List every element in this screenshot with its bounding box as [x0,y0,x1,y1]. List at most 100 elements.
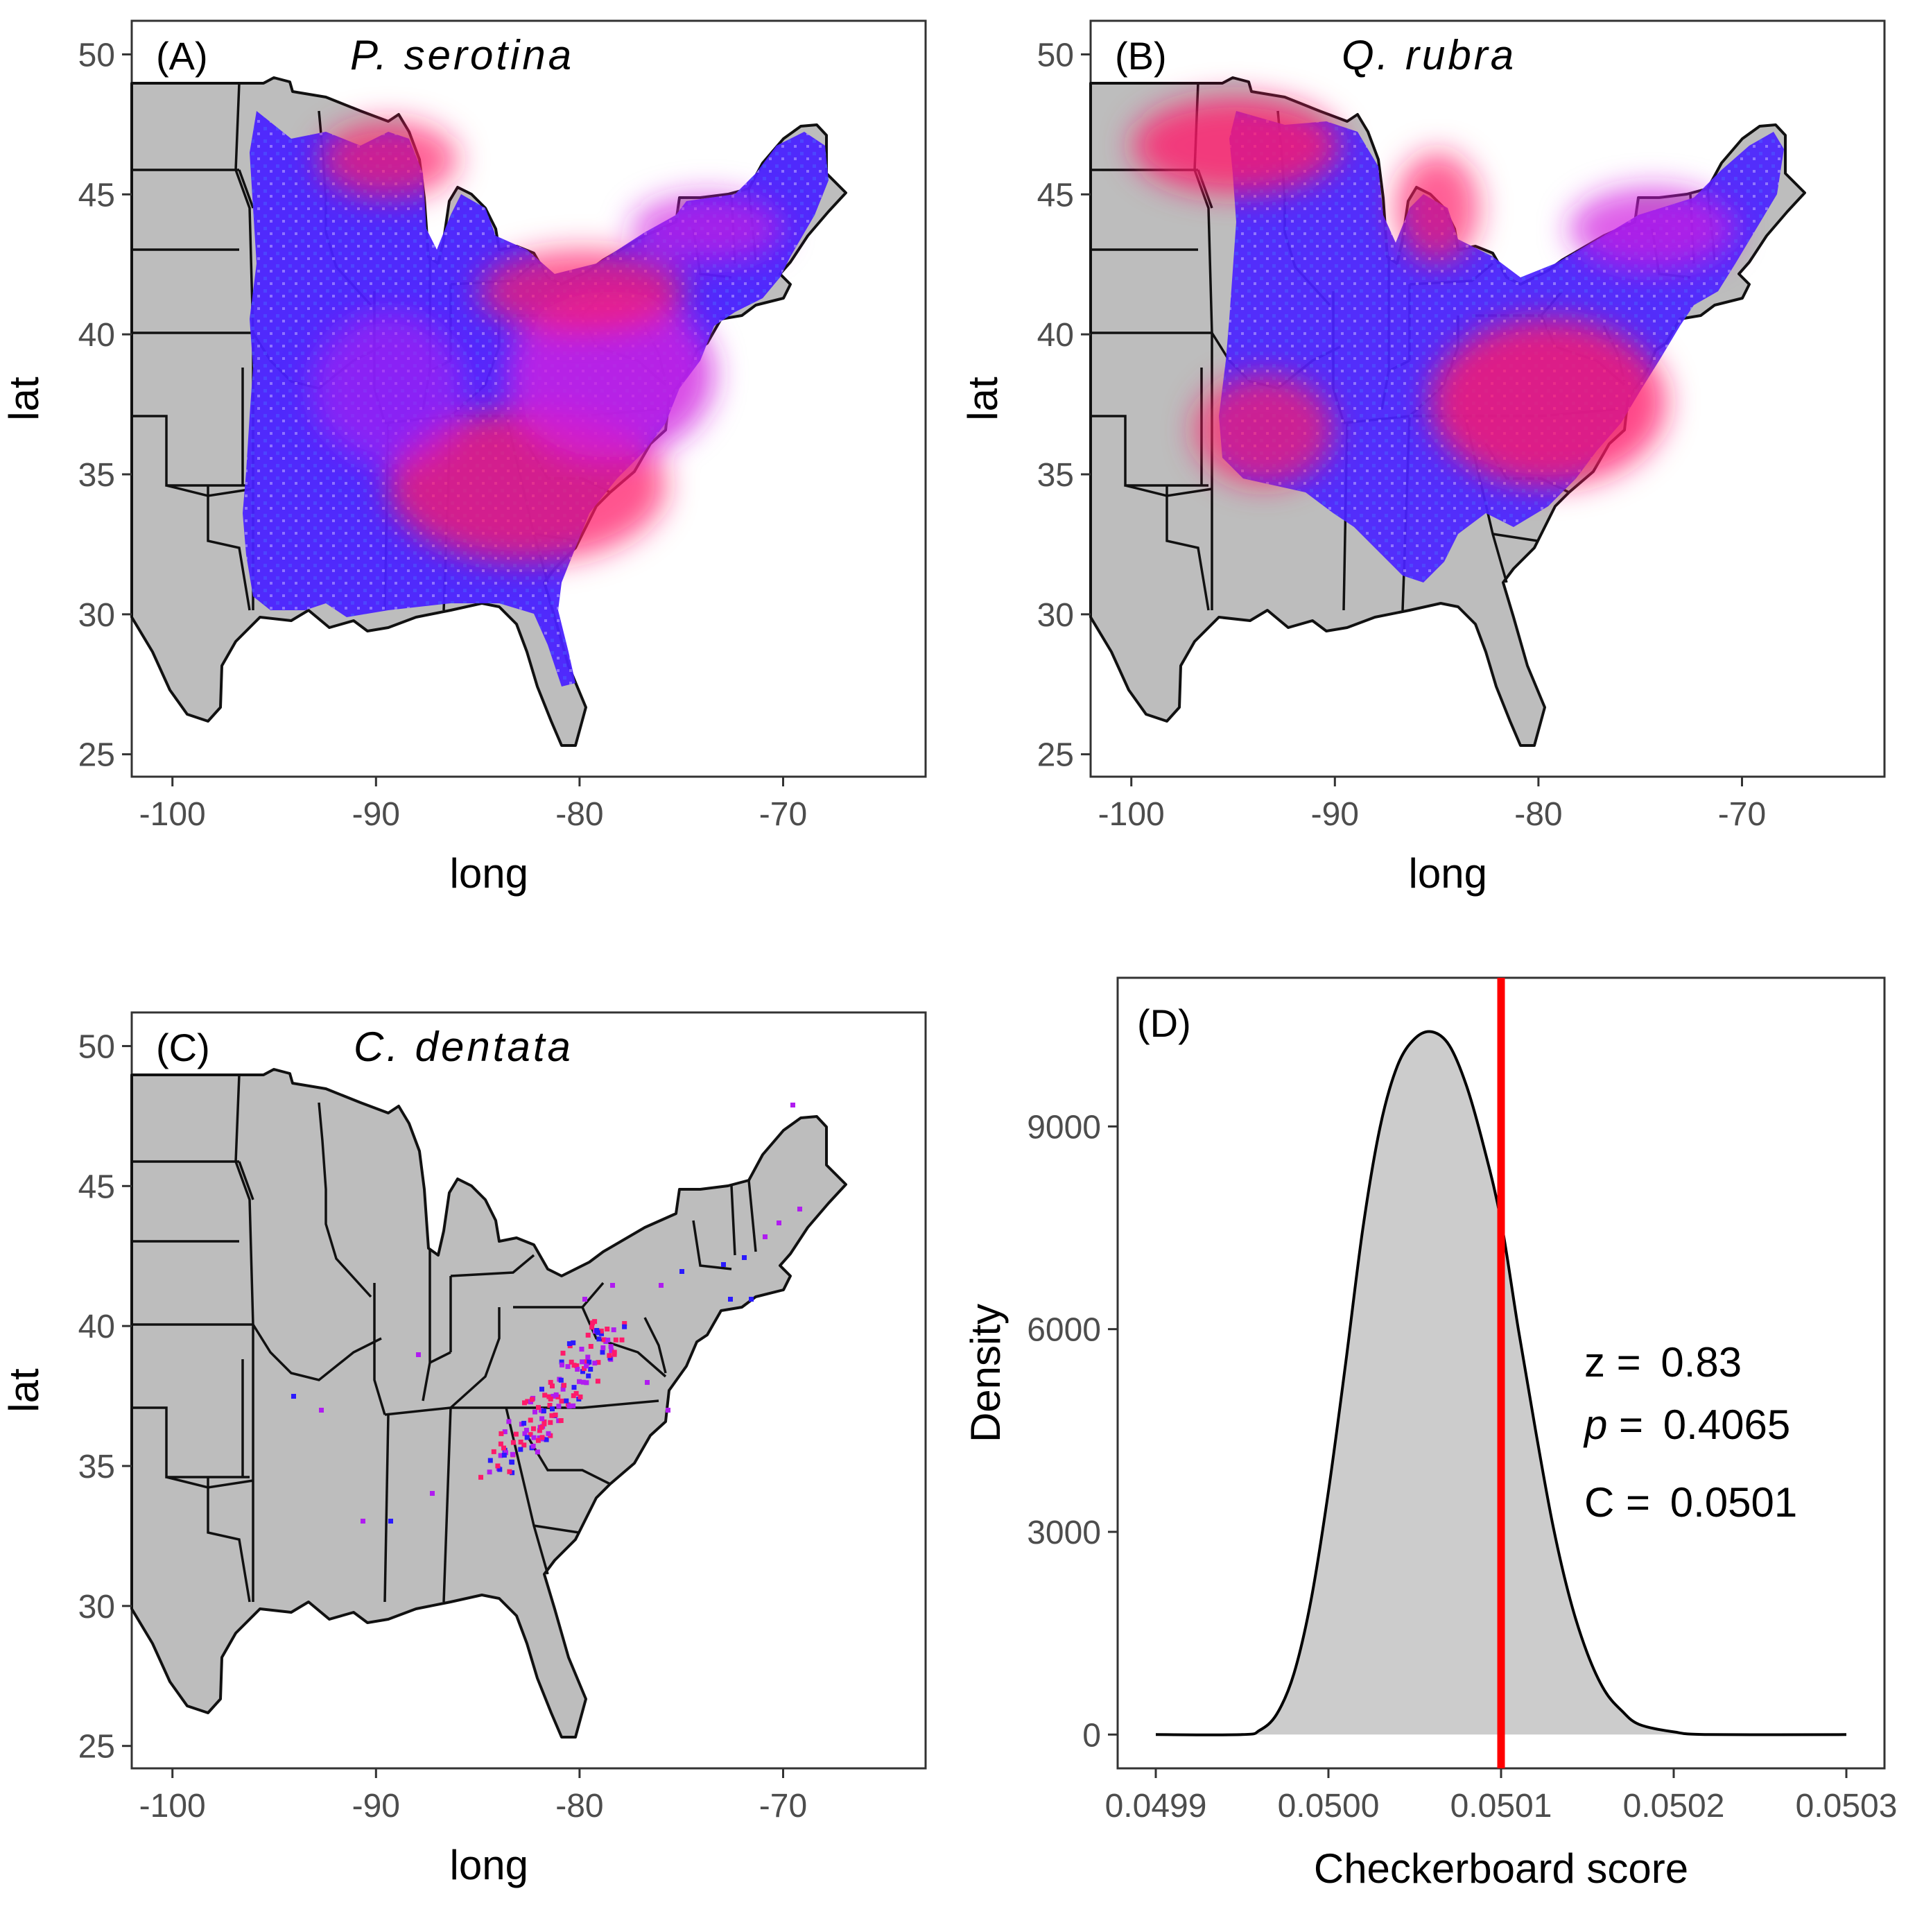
occurrence-point [721,1262,726,1267]
occurrence-point [539,1416,545,1422]
occurrence-point [605,1337,611,1343]
state-border [442,1407,452,1603]
occurrence-point [532,1409,537,1415]
occurrence-point [510,1451,515,1457]
panel-b-label: (B) [1115,34,1167,78]
panel-c-map [130,1068,847,1739]
map-panel-b: -100 -90 -80 -70 25 30 35 40 45 50 long lat (B) Q. … [960,19,1886,897]
occurrence-point [589,1325,595,1330]
y-tick-label: 45 [1037,177,1074,214]
x-axis-title: long [1409,850,1487,897]
occurrence-point [506,1419,512,1424]
y-tick-label: 40 [78,1309,115,1345]
occurrence-point [580,1379,586,1385]
occurrence-point [550,1406,555,1412]
occurrence-point [585,1354,591,1360]
occurrence-point [582,1366,587,1371]
occurrence-point [522,1431,528,1436]
occurrence-point [535,1449,540,1455]
occurrence-point [503,1450,508,1456]
panel-a-axes: -100 -90 -80 -70 25 30 35 40 45 50 long lat [1,37,807,897]
x-tick-label: -70 [1718,796,1766,833]
occurrence-point [536,1405,541,1411]
occurrence-point [607,1355,613,1361]
panel-a-hotspot-pa [478,250,686,333]
panel-c-occurrences [291,1103,802,1524]
occurrence-point [497,1467,503,1472]
occurrence-point [609,1348,614,1354]
occurrence-point [566,1404,572,1409]
panel-c-us-land [130,1068,847,1739]
y-axis-title: lat [1,377,47,421]
occurrence-point [507,1469,512,1474]
x-tick-label: 0.0502 [1623,1788,1725,1825]
panel-a-hotspots [312,121,783,562]
panel-c-label: (C) [156,1026,210,1069]
occurrence-point [560,1350,566,1356]
occurrence-point [790,1103,795,1107]
occurrence-point [501,1445,506,1451]
panel-c-species: C. dentata [354,1024,573,1070]
panel-b-hotspot-appalachian [1430,319,1666,485]
occurrence-point [539,1424,544,1430]
occurrence-point [580,1369,585,1374]
panel-b-hotspot-mi [1396,153,1479,264]
occurrence-point [560,1386,566,1392]
occurrence-point [541,1421,547,1426]
panel-b-hotspot-ne [1569,187,1735,270]
state-border [207,485,251,611]
x-tick-label: -80 [1514,796,1562,833]
occurrence-point [537,1435,542,1440]
occurrence-point [596,1360,601,1365]
occurrence-point [291,1394,296,1399]
occurrence-point [498,1441,503,1447]
state-border [581,1306,667,1378]
occurrence-point [586,1373,591,1379]
occurrence-point [551,1393,556,1399]
occurrence-point [797,1207,802,1211]
occurrence-point [645,1380,650,1385]
occurrence-point [542,1392,548,1398]
occurrence-point [518,1447,523,1452]
occurrence-point [574,1363,580,1368]
panel-b-axes: -100 -90 -80 -70 25 30 35 40 45 50 long lat [960,37,1766,897]
occurrence-point [491,1449,496,1454]
occurrence-point [622,1324,627,1329]
p-stat-eq: = [1607,1401,1654,1448]
state-border [238,1161,254,1200]
y-tick-label: 3000 [1027,1515,1101,1551]
occurrence-point [530,1443,536,1449]
occurrence-point [584,1359,589,1365]
occurrence-point [524,1435,530,1440]
occurrence-point [541,1408,546,1413]
occurrence-point [580,1359,585,1365]
x-tick-label: 0.0500 [1278,1788,1380,1825]
panel-a-hotspot-appalachian [506,291,714,458]
y-tick-label: 0 [1082,1717,1101,1754]
y-tick-label: 50 [1037,37,1074,74]
state-border [747,1180,757,1252]
y-tick-label: 9000 [1027,1109,1101,1146]
occurrence-point [388,1519,393,1524]
density-curve [1155,1030,1847,1736]
state-border [730,1185,736,1256]
occurrence-point [571,1403,576,1408]
state-border [373,1283,386,1415]
occurrence-point [548,1396,553,1401]
occurrence-point [749,1297,754,1302]
occurrence-point [487,1458,493,1463]
panel-c-axes: -100 -90 -80 -70 25 30 35 40 45 50 long lat [1,1028,807,1888]
x-axis-title: long [450,850,528,897]
occurrence-point [608,1344,614,1349]
occurrence-point [556,1404,562,1409]
occurrence-point [571,1393,576,1399]
occurrence-point [777,1221,781,1225]
occurrence-point [518,1440,523,1444]
occurrence-point [612,1349,617,1355]
occurrence-point [553,1392,559,1397]
occurrence-point [584,1363,589,1369]
z-stat-label: z = [1584,1339,1652,1386]
occurrence-point [528,1417,533,1423]
occurrence-point [571,1340,576,1345]
